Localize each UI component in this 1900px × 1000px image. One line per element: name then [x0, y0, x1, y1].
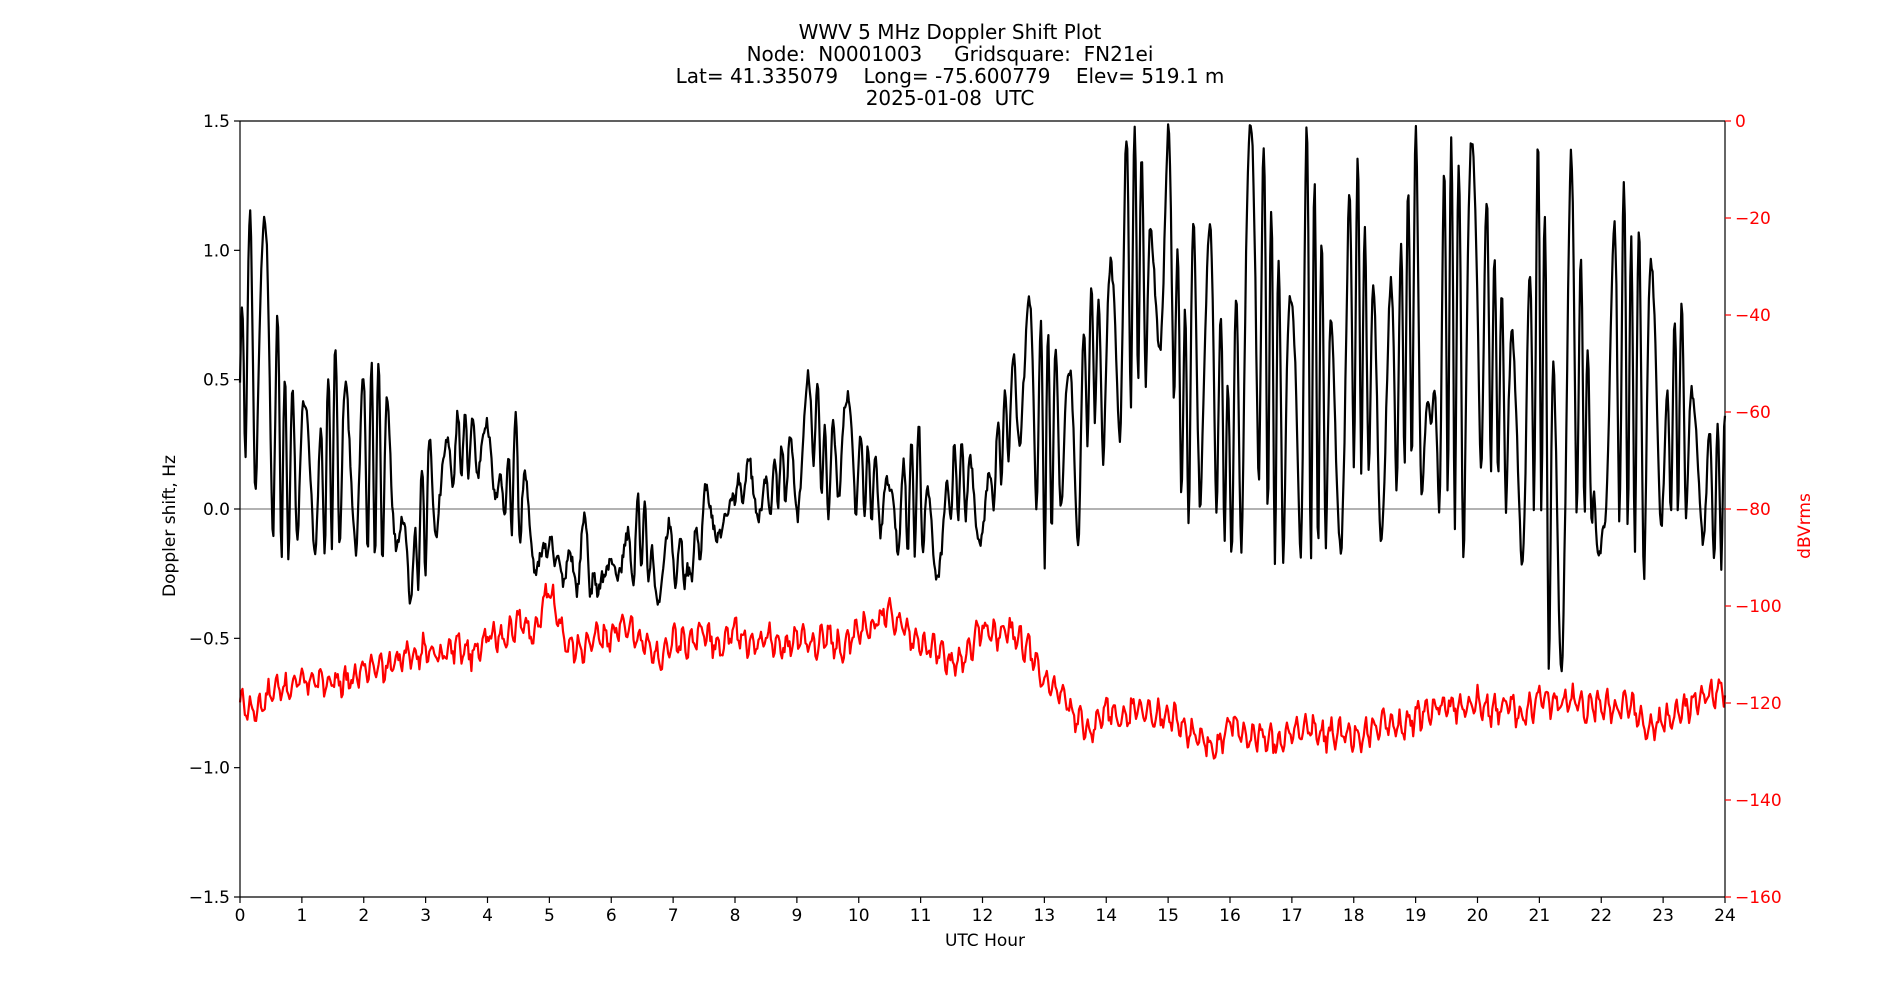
x-tick-label: 24 — [1714, 906, 1736, 926]
x-axis-ticks: 0 1 2 3 4 5 6 7 8 9 10 11 12 13 14 15 16 17 18 19 20 21 22 23 24 — [235, 897, 1736, 926]
x-tick-label: 3 — [420, 906, 431, 926]
y-right-tick-label: −140 — [1735, 791, 1782, 811]
x-tick-label: 17 — [1281, 906, 1303, 926]
x-tick-label: 12 — [972, 906, 994, 926]
power-series-layer — [238, 582, 1727, 760]
chart-title: WWV 5 MHz Doppler Shift Plot — [798, 20, 1102, 44]
y-left-tick-label: 1.5 — [203, 112, 230, 132]
x-tick-label: 1 — [296, 906, 307, 926]
y-right-tick-label: −80 — [1735, 500, 1771, 520]
chart-subtitle-location: Lat= 41.335079 Long= -75.600779 Elev= 51… — [675, 64, 1225, 88]
x-tick-label: 13 — [1034, 906, 1056, 926]
power-level-line — [238, 582, 1727, 760]
chart-subtitle-date: 2025-01-08 UTC — [865, 86, 1035, 110]
y-right-tick-label: −60 — [1735, 403, 1771, 423]
y-right-tick-label: −40 — [1735, 306, 1771, 326]
x-tick-label: 9 — [791, 906, 802, 926]
x-tick-label: 18 — [1343, 906, 1365, 926]
y-left-axis-label: Doppler shift, Hz — [160, 455, 180, 597]
x-tick-label: 8 — [730, 906, 741, 926]
x-axis-label: UTC Hour — [945, 931, 1025, 951]
x-tick-label: 15 — [1157, 906, 1179, 926]
y-left-tick-label: 1.0 — [203, 241, 230, 261]
doppler-series-layer — [238, 123, 1727, 673]
y-right-tick-label: −160 — [1735, 888, 1782, 908]
x-tick-label: 22 — [1590, 906, 1612, 926]
x-tick-label: 4 — [482, 906, 493, 926]
x-tick-label: 6 — [606, 906, 617, 926]
x-tick-label: 2 — [358, 906, 369, 926]
y-left-tick-label: −1.0 — [189, 759, 230, 779]
y-right-tick-label: −20 — [1735, 209, 1771, 229]
x-tick-label: 0 — [235, 906, 246, 926]
x-tick-label: 20 — [1467, 906, 1489, 926]
x-tick-label: 16 — [1219, 906, 1241, 926]
doppler-shift-line — [238, 123, 1727, 673]
y-left-tick-label: −0.5 — [189, 629, 230, 649]
y-left-tick-label: −1.5 — [189, 888, 230, 908]
x-tick-label: 19 — [1405, 906, 1427, 926]
y-right-tick-label: −100 — [1735, 597, 1782, 617]
x-tick-label: 5 — [544, 906, 555, 926]
y-left-tick-label: 0.0 — [203, 500, 230, 520]
chart-subtitle-node: Node: N0001003 Gridsquare: FN21ei — [746, 42, 1154, 66]
y-right-tick-label: 0 — [1735, 112, 1746, 132]
x-tick-label: 10 — [848, 906, 870, 926]
y-right-axis-ticks: −160 −140 −120 −100 −80 −60 −40 −20 0 — [1725, 112, 1782, 908]
x-tick-label: 23 — [1652, 906, 1674, 926]
x-tick-label: 14 — [1095, 906, 1117, 926]
y-left-tick-label: 0.5 — [203, 371, 230, 391]
x-tick-label: 11 — [910, 906, 932, 926]
x-tick-label: 7 — [668, 906, 679, 926]
y-right-tick-label: −120 — [1735, 694, 1782, 714]
y-left-axis-ticks: −1.5 −1.0 −0.5 0.0 0.5 1.0 1.5 — [189, 112, 240, 908]
y-right-axis-label: dBVrms — [1795, 493, 1815, 559]
x-tick-label: 21 — [1529, 906, 1551, 926]
